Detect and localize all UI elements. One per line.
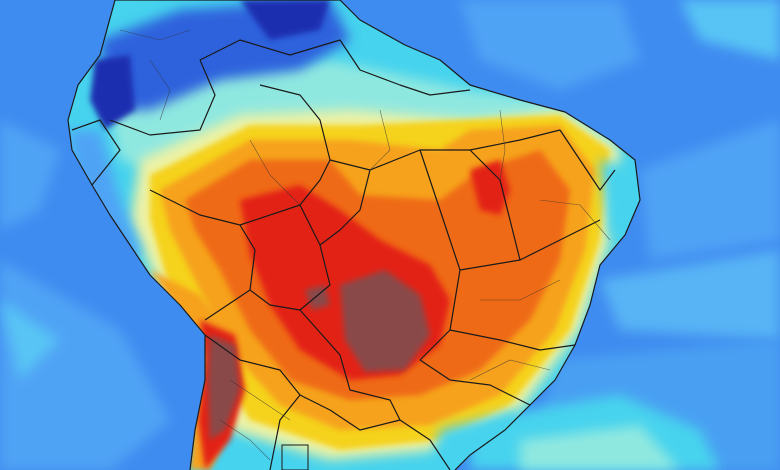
anomaly-core-extreme: [305, 285, 330, 310]
coastline-outline: [115, 0, 641, 470]
state-border: [369, 109, 391, 171]
border-brazil-interior-i: [559, 129, 616, 191]
state-border: [249, 139, 301, 206]
state-border: [469, 359, 551, 381]
border-brazil-interior-e: [469, 149, 521, 261]
border-venezuela: [199, 39, 361, 71]
state-border: [219, 419, 271, 461]
state-border: [229, 379, 291, 421]
ocean-streak: [460, 0, 640, 90]
cold-band-navy: [240, 0, 330, 40]
ocean-streak: [0, 300, 60, 380]
border-brazil-peru: [149, 189, 256, 321]
border-southern-cone: [299, 394, 401, 431]
border-brazil-interior-f: [449, 329, 576, 351]
state-border: [539, 199, 611, 241]
border-brazil-interior-d: [459, 219, 601, 271]
border-brazil-interior-h: [259, 84, 331, 206]
coastline-west: [67, 0, 206, 470]
border-ecuador: [71, 119, 121, 186]
border-brazil-interior-a: [329, 129, 561, 171]
ocean-streak: [0, 120, 60, 230]
border-paraguay: [299, 309, 401, 421]
state-border: [149, 59, 171, 121]
anomaly-core-red-northeast: [470, 160, 510, 215]
state-border: [499, 109, 506, 181]
border-argentina: [204, 334, 301, 470]
country-borders: [67, 0, 641, 470]
ocean-streak: [0, 260, 170, 470]
cold-band-east: [600, 160, 640, 240]
state-border: [480, 279, 561, 301]
ocean-streak: [680, 0, 780, 60]
ocean-cyan-patch: [520, 425, 680, 470]
grid-cell-marker: [281, 444, 309, 470]
border-uruguay: [399, 419, 451, 470]
ocean-streak: [600, 250, 780, 340]
border-brazil-interior-g: [419, 359, 531, 406]
state-borders: [119, 29, 611, 461]
border-brazil-interior-b: [319, 169, 371, 246]
state-border: [119, 29, 191, 41]
ocean-streak: [640, 120, 780, 260]
border-guianas: [359, 69, 471, 96]
anomaly-core-southwest: [208, 335, 240, 440]
anomaly-core-extreme: [340, 270, 430, 372]
cold-band-navy: [90, 55, 135, 130]
border-colombia-peru: [109, 59, 216, 136]
